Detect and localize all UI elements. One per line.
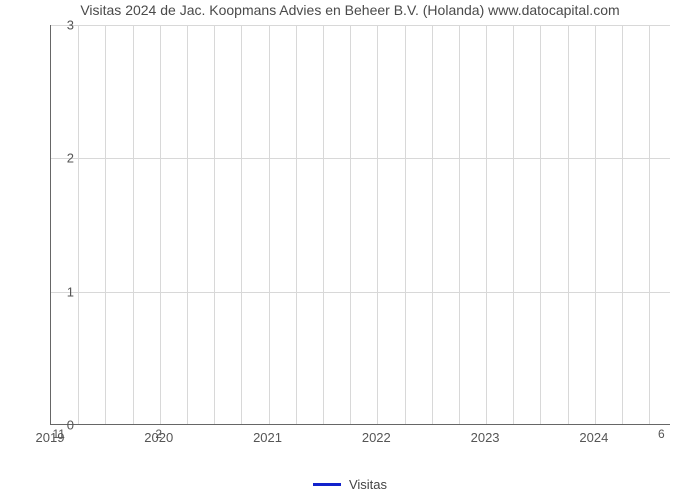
gridline-v-minor [350, 25, 351, 424]
gridline-h [51, 158, 670, 159]
series-line [51, 151, 661, 424]
gridline-v-minor [459, 25, 460, 424]
gridline-v-minor [133, 25, 134, 424]
y-tick-label: 1 [54, 284, 74, 299]
gridline-v-minor [187, 25, 188, 424]
gridline-v-minor [513, 25, 514, 424]
gridline-v-minor [405, 25, 406, 424]
y-tick-label: 3 [54, 18, 74, 33]
gridline-v-minor [432, 25, 433, 424]
plot-area [50, 25, 670, 425]
gridline-h [51, 25, 670, 26]
gridline-v-minor [568, 25, 569, 424]
gridline-v [486, 25, 487, 424]
gridline-v-minor [105, 25, 106, 424]
x-tick-label: 2023 [471, 430, 500, 445]
chart-title: Visitas 2024 de Jac. Koopmans Advies en … [0, 2, 700, 18]
gridline-v-minor [241, 25, 242, 424]
gridline-v-minor [540, 25, 541, 424]
value-label: 6 [658, 427, 665, 441]
gridline-v [595, 25, 596, 424]
gridline-h [51, 292, 670, 293]
legend-label: Visitas [349, 477, 387, 492]
gridline-v-minor [622, 25, 623, 424]
x-tick-label: 2024 [579, 430, 608, 445]
y-tick-label: 2 [54, 151, 74, 166]
x-tick-label: 2021 [253, 430, 282, 445]
gridline-v-minor [78, 25, 79, 424]
gridline-v-minor [214, 25, 215, 424]
value-label: 11 [52, 427, 64, 441]
gridline-v [269, 25, 270, 424]
gridline-v [160, 25, 161, 424]
gridline-v [377, 25, 378, 424]
gridline-v-minor [296, 25, 297, 424]
x-tick-label: 2022 [362, 430, 391, 445]
gridline-v-minor [649, 25, 650, 424]
line-series [51, 25, 670, 424]
gridline-v-minor [323, 25, 324, 424]
legend-swatch [313, 483, 341, 486]
legend: Visitas [0, 477, 700, 492]
value-label: 2 [155, 427, 162, 441]
